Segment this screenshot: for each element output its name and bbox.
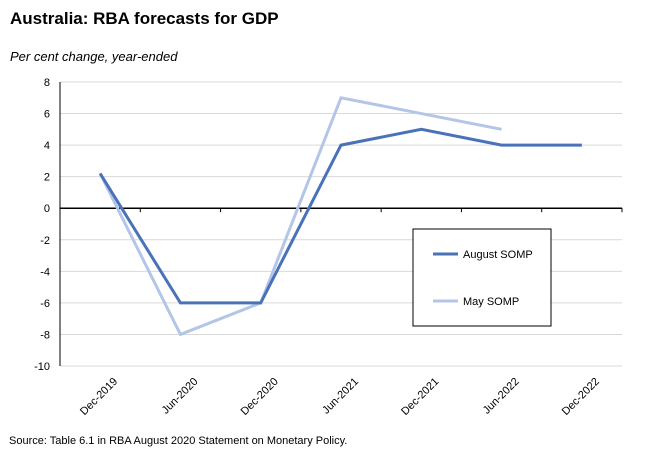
x-tick-label: Jun-2020 [160, 376, 201, 417]
source-note: Source: Table 6.1 in RBA August 2020 Sta… [9, 435, 348, 447]
y-axis-unit-label: Per cent change, year-ended [10, 49, 178, 64]
legend-label-august-somp: August SOMP [463, 249, 533, 261]
y-tick-label: 4 [44, 140, 50, 152]
y-tick-label: -2 [40, 235, 50, 247]
y-tick-label: 6 [44, 109, 50, 121]
legend-label-may-somp: May SOMP [463, 296, 519, 308]
x-tick-label: Dec-2019 [78, 376, 120, 418]
chart-title: Australia: RBA forecasts for GDP [10, 9, 279, 28]
series-line-may-somp [98, 96, 502, 337]
y-tick-label: 0 [44, 203, 50, 215]
legend-box [412, 228, 552, 327]
series-line-august-somp [98, 127, 582, 305]
y-tick-label: -6 [40, 298, 50, 310]
y-tick-label: 8 [44, 77, 50, 89]
x-tick-label: Jun-2021 [320, 376, 361, 417]
y-tick-label: -4 [40, 266, 50, 278]
x-tick-label: Dec-2020 [239, 376, 281, 418]
y-tick-label: -10 [34, 361, 50, 373]
x-tick-label: Jun-2022 [481, 376, 522, 417]
x-tick-label: Dec-2021 [399, 376, 441, 418]
x-tick-label: Dec-2022 [560, 376, 602, 418]
y-tick-label: -8 [40, 329, 50, 341]
y-tick-label: 2 [44, 172, 50, 184]
